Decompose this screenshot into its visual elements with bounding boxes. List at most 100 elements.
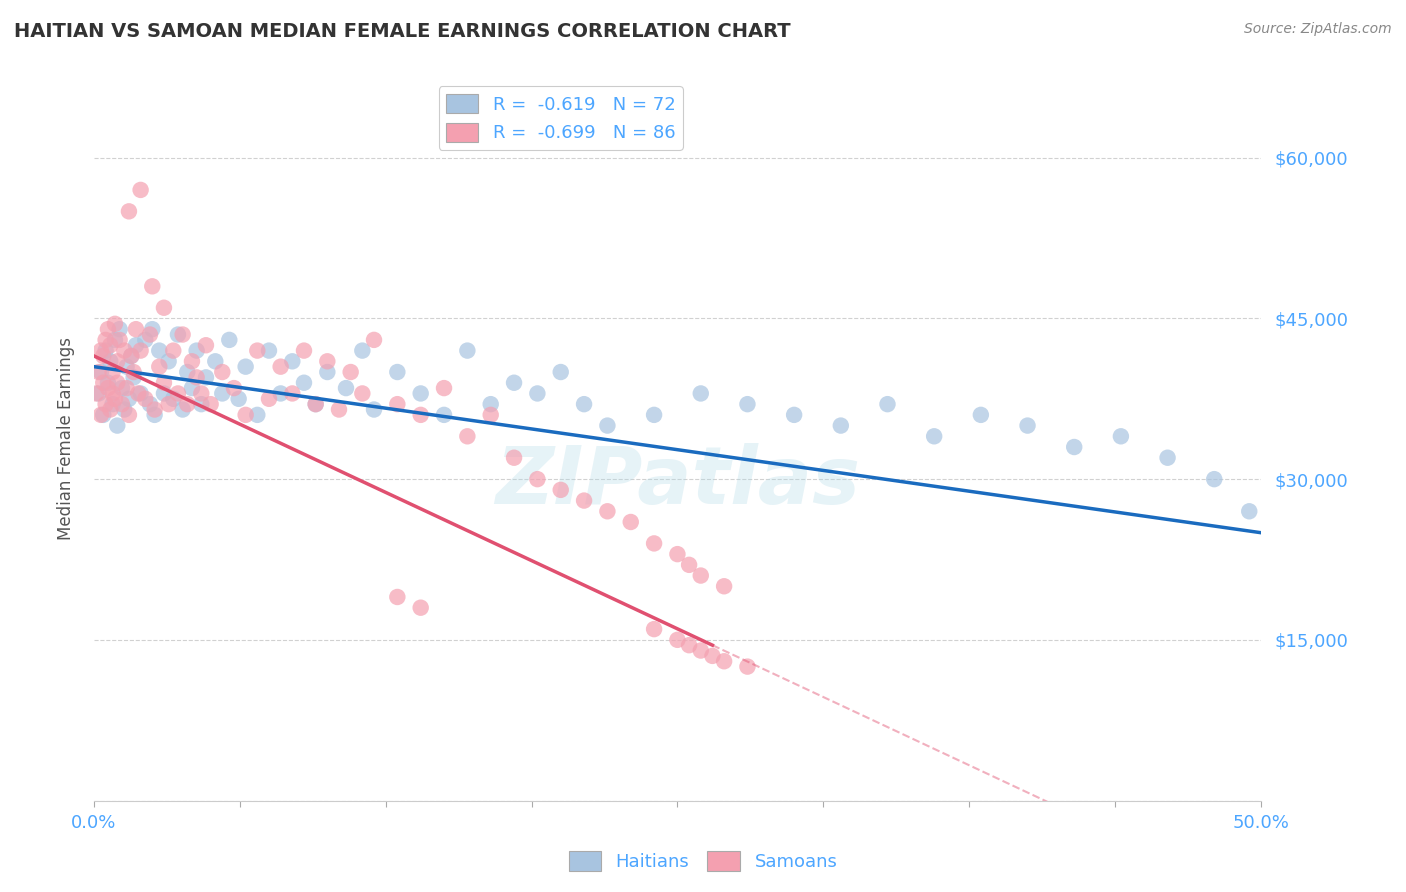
Point bbox=[148, 359, 170, 374]
Point bbox=[97, 376, 120, 390]
Point bbox=[550, 365, 572, 379]
Point bbox=[122, 370, 145, 384]
Point bbox=[186, 343, 208, 358]
Point bbox=[105, 418, 128, 433]
Point bbox=[120, 349, 142, 363]
Point bbox=[246, 343, 269, 358]
Point bbox=[194, 338, 217, 352]
Point bbox=[200, 397, 222, 411]
Point bbox=[1239, 504, 1261, 518]
Point bbox=[129, 183, 152, 197]
Point bbox=[292, 343, 315, 358]
Point bbox=[409, 600, 432, 615]
Point bbox=[153, 376, 176, 390]
Point bbox=[139, 397, 162, 411]
Point bbox=[281, 354, 304, 368]
Point bbox=[550, 483, 572, 497]
Point bbox=[643, 622, 665, 636]
Point bbox=[105, 376, 128, 390]
Point bbox=[737, 659, 759, 673]
Point bbox=[270, 359, 292, 374]
Point bbox=[190, 397, 212, 411]
Point bbox=[118, 392, 141, 406]
Point bbox=[127, 386, 149, 401]
Point bbox=[94, 333, 117, 347]
Point bbox=[211, 365, 233, 379]
Point bbox=[526, 472, 548, 486]
Point bbox=[596, 418, 619, 433]
Legend: Haitians, Samoans: Haitians, Samoans bbox=[561, 844, 845, 879]
Point bbox=[162, 392, 184, 406]
Point bbox=[456, 429, 478, 443]
Point bbox=[713, 654, 735, 668]
Point bbox=[141, 279, 163, 293]
Point bbox=[409, 386, 432, 401]
Point bbox=[456, 343, 478, 358]
Point bbox=[1156, 450, 1178, 465]
Point bbox=[167, 327, 190, 342]
Point bbox=[143, 402, 166, 417]
Point bbox=[689, 643, 711, 657]
Point bbox=[335, 381, 357, 395]
Point bbox=[118, 408, 141, 422]
Point bbox=[98, 338, 121, 352]
Point bbox=[162, 343, 184, 358]
Point bbox=[129, 386, 152, 401]
Point bbox=[104, 317, 127, 331]
Point bbox=[292, 376, 315, 390]
Point bbox=[91, 376, 114, 390]
Point bbox=[620, 515, 643, 529]
Point bbox=[228, 392, 250, 406]
Text: HAITIAN VS SAMOAN MEDIAN FEMALE EARNINGS CORRELATION CHART: HAITIAN VS SAMOAN MEDIAN FEMALE EARNINGS… bbox=[14, 22, 790, 41]
Point bbox=[94, 397, 117, 411]
Point bbox=[643, 408, 665, 422]
Text: Source: ZipAtlas.com: Source: ZipAtlas.com bbox=[1244, 22, 1392, 37]
Point bbox=[363, 333, 385, 347]
Point bbox=[678, 558, 700, 572]
Point bbox=[120, 349, 142, 363]
Point bbox=[281, 386, 304, 401]
Point bbox=[115, 381, 138, 395]
Point bbox=[387, 397, 409, 411]
Point bbox=[257, 392, 280, 406]
Point bbox=[479, 397, 502, 411]
Point bbox=[157, 397, 180, 411]
Point bbox=[572, 397, 595, 411]
Point bbox=[479, 408, 502, 422]
Point bbox=[876, 397, 898, 411]
Point bbox=[98, 354, 121, 368]
Point bbox=[105, 354, 128, 368]
Point bbox=[433, 381, 456, 395]
Point bbox=[84, 386, 107, 401]
Point bbox=[702, 648, 724, 663]
Point bbox=[257, 343, 280, 358]
Point bbox=[190, 386, 212, 401]
Y-axis label: Median Female Earnings: Median Female Earnings bbox=[58, 337, 75, 541]
Point bbox=[181, 381, 204, 395]
Point bbox=[387, 590, 409, 604]
Point bbox=[352, 343, 374, 358]
Point bbox=[222, 381, 245, 395]
Point bbox=[108, 333, 131, 347]
Point bbox=[409, 408, 432, 422]
Point bbox=[134, 333, 156, 347]
Point bbox=[643, 536, 665, 550]
Point bbox=[167, 386, 190, 401]
Point bbox=[176, 365, 198, 379]
Point bbox=[139, 327, 162, 342]
Point bbox=[1204, 472, 1226, 486]
Point bbox=[91, 408, 114, 422]
Point bbox=[153, 301, 176, 315]
Point bbox=[108, 322, 131, 336]
Point bbox=[115, 359, 138, 374]
Point bbox=[305, 397, 328, 411]
Point bbox=[157, 354, 180, 368]
Point bbox=[830, 418, 852, 433]
Point bbox=[97, 381, 120, 395]
Point bbox=[104, 392, 127, 406]
Point bbox=[181, 354, 204, 368]
Point bbox=[363, 402, 385, 417]
Point bbox=[503, 376, 526, 390]
Point bbox=[689, 386, 711, 401]
Point bbox=[97, 322, 120, 336]
